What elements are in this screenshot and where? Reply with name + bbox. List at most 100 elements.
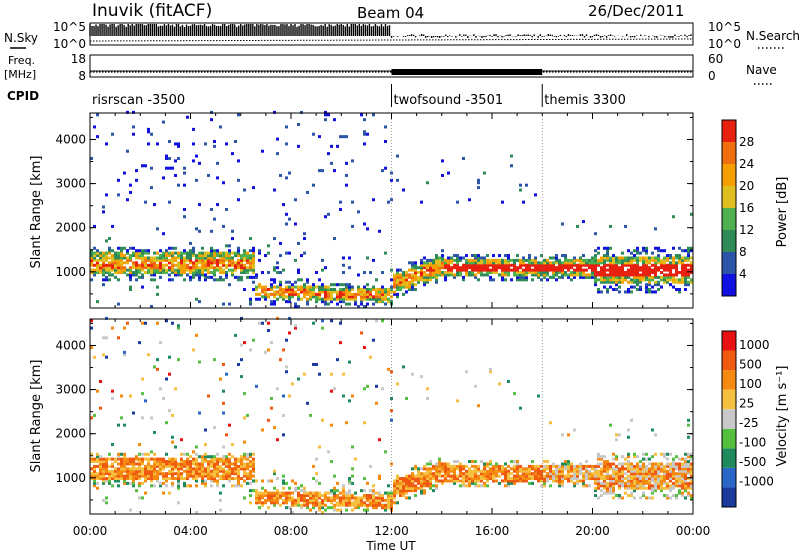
heatmap-cell [222, 411, 225, 415]
heatmap-cell [636, 261, 639, 265]
heatmap-cell [429, 479, 432, 483]
heatmap-cell [672, 278, 675, 282]
heatmap-cell [264, 498, 267, 502]
heatmap-cell [645, 268, 648, 272]
heatmap-cell [498, 254, 501, 258]
heatmap-cell [366, 481, 369, 485]
heatmap-cell [672, 457, 675, 461]
heatmap-cell [183, 481, 186, 485]
heatmap-cell [528, 266, 531, 270]
heatmap-cell [432, 258, 435, 262]
heatmap-cell [666, 474, 669, 478]
heatmap-cell [633, 280, 636, 284]
heatmap-cell [564, 477, 567, 481]
heatmap-cell [309, 295, 312, 299]
heatmap-cell [279, 285, 282, 289]
heatmap-cell [171, 261, 174, 265]
heatmap-cell [192, 474, 195, 478]
heatmap-cell [357, 292, 360, 296]
heatmap-cell [411, 280, 414, 284]
heatmap-cell [645, 285, 648, 289]
heatmap-cell [414, 275, 417, 279]
heatmap-cell [93, 254, 96, 258]
heatmap-cell [504, 467, 507, 471]
heatmap-cell [141, 273, 144, 277]
heatmap-cell [558, 258, 561, 262]
heatmap-cell [219, 477, 222, 481]
heatmap-cell [657, 266, 660, 270]
heatmap-cell [375, 496, 378, 500]
heatmap-cell [144, 479, 147, 483]
heatmap-cell [111, 261, 114, 265]
heatmap-cell [159, 467, 162, 471]
heatmap-cell [231, 268, 234, 272]
heatmap-cell [609, 261, 612, 265]
heatmap-cell [402, 484, 405, 488]
heatmap-cell [474, 263, 477, 267]
heatmap-cell [174, 477, 177, 481]
heatmap-cell [603, 464, 606, 468]
heatmap-cell [345, 295, 348, 299]
heatmap-cell [621, 268, 624, 272]
heatmap-cell [339, 503, 342, 507]
heatmap-cell [642, 467, 645, 471]
heatmap-cell [411, 283, 414, 287]
heatmap-cell [381, 295, 384, 299]
heatmap-cell [465, 469, 468, 473]
heatmap-cell [177, 256, 180, 260]
heatmap-cell [687, 258, 690, 262]
heatmap-cell [603, 273, 606, 277]
heatmap-cell [543, 261, 546, 265]
heatmap-cell [318, 297, 321, 301]
heatmap-cell [501, 271, 504, 275]
heatmap-cell [162, 266, 165, 270]
heatmap-cell [534, 263, 537, 267]
heatmap-cell [276, 498, 279, 502]
heatmap-cell [213, 426, 216, 430]
heatmap-cell [684, 496, 687, 500]
heatmap-cell [249, 249, 252, 253]
heatmap-cell [90, 346, 93, 349]
heatmap-cell [597, 261, 600, 265]
heatmap-cell [669, 484, 672, 488]
heatmap-cell [192, 268, 195, 272]
heatmap-cell [633, 275, 636, 279]
heatmap-cell [606, 489, 609, 493]
heatmap-cell [483, 481, 486, 485]
heatmap-cell [663, 469, 666, 473]
heatmap-cell [624, 271, 627, 275]
heatmap-cell [597, 263, 600, 267]
heatmap-cell [525, 275, 528, 279]
heatmap-cell [129, 394, 132, 398]
freq-tick-bottom-left: 8 [78, 69, 86, 83]
heatmap-cell [90, 474, 93, 478]
heatmap-cell [618, 472, 621, 476]
heatmap-cell [249, 275, 252, 279]
heatmap-cell [168, 355, 171, 359]
heatmap-cell [456, 254, 459, 258]
heatmap-cell [639, 477, 642, 481]
heatmap-cell [180, 464, 183, 468]
heatmap-cell [156, 479, 159, 483]
heatmap-cell [153, 452, 156, 456]
heatmap-cell [108, 246, 111, 250]
heatmap-cell [360, 501, 363, 505]
heatmap-cell [312, 498, 315, 502]
heatmap-cell [117, 336, 120, 340]
heatmap-cell [507, 479, 510, 483]
heatmap-cell [420, 258, 423, 262]
heatmap-cell [249, 455, 252, 459]
heatmap-cell [195, 254, 198, 258]
heatmap-cell [141, 452, 144, 456]
heatmap-cell [483, 268, 486, 272]
heatmap-cell [354, 457, 357, 461]
heatmap-cell [117, 258, 120, 262]
heatmap-cell [510, 263, 513, 267]
heatmap-cell [177, 183, 180, 187]
heatmap-cell [303, 237, 306, 241]
heatmap-cell [132, 464, 135, 468]
heatmap-cell [531, 278, 534, 282]
heatmap-cell [507, 266, 510, 270]
heatmap-cell [606, 263, 609, 267]
heatmap-cell [327, 496, 330, 500]
